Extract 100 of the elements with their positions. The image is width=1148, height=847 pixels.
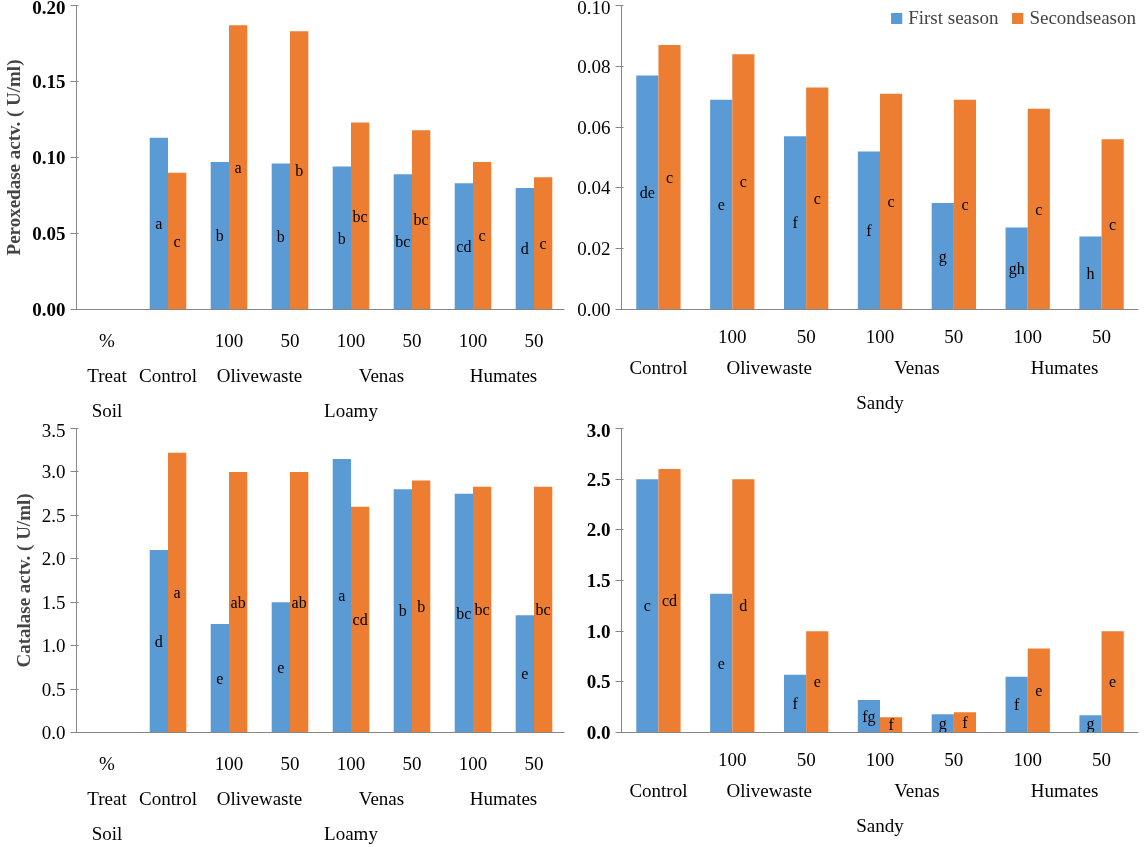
text: Sandy: [856, 814, 905, 836]
y-tick-label: 2.5: [586, 468, 611, 490]
data-label: cd: [352, 611, 368, 629]
text: Venas: [894, 779, 940, 801]
data-label: c: [739, 173, 747, 191]
text: Control: [138, 364, 198, 386]
data-label: bc: [474, 601, 490, 619]
data-label: fg: [862, 707, 876, 726]
x-tick-label: 100: [458, 752, 488, 774]
data-label: c: [173, 232, 181, 250]
text: Venas: [358, 787, 405, 809]
data-label: f: [792, 695, 799, 713]
data-label: b: [295, 161, 304, 179]
x-tick-label: 50: [280, 329, 300, 351]
text: Soil: [91, 822, 123, 844]
text: Control: [138, 787, 198, 809]
data-label: f: [792, 214, 799, 232]
y-tick-label: 1.0: [586, 620, 611, 642]
text: Loamy: [324, 822, 379, 844]
data-label: e: [717, 654, 725, 672]
x-tick-label: 100: [214, 752, 244, 774]
x-tick-label: 50: [944, 325, 964, 347]
legend-label: Secondseason: [1029, 7, 1136, 29]
y-tick-label: 0.15: [32, 71, 66, 92]
text: Control: [629, 356, 688, 378]
data-label: c: [887, 193, 895, 211]
y-tick-label: 2.5: [41, 504, 66, 526]
text: Olivewaste: [216, 787, 303, 809]
data-label: a: [234, 158, 242, 176]
y-tick-label: 0.06: [577, 116, 611, 138]
x-tick-label: 50: [280, 752, 300, 774]
text: Humates: [1030, 356, 1099, 378]
data-label: cd: [456, 237, 472, 255]
data-label: a: [338, 587, 346, 605]
x-tick-label: 100: [336, 329, 366, 351]
data-label: b: [276, 228, 285, 246]
data-label: c: [1035, 200, 1043, 218]
text: Venas: [358, 364, 405, 386]
data-label: d: [520, 240, 529, 258]
data-label: f: [962, 713, 969, 731]
y-tick-label: 0.08: [577, 55, 611, 77]
text: Olivewaste: [216, 364, 303, 386]
text: Venas: [894, 356, 940, 378]
y-axis-title: Catalase actv. ( U/ml): [12, 493, 35, 668]
x-tick-label: 50: [402, 752, 422, 774]
x-tick-label: 100: [214, 329, 244, 351]
data-label: c: [813, 190, 821, 208]
data-label: e: [717, 196, 725, 214]
data-label: h: [1086, 264, 1095, 282]
x-tick-label: 50: [402, 329, 422, 351]
x-tick-label: 100: [336, 752, 366, 774]
text: Sandy: [856, 391, 905, 413]
y-tick-label: 0.02: [577, 238, 611, 260]
y-tick-label: 0.10: [577, 0, 611, 18]
data-label: b: [337, 229, 346, 247]
y-axis-title: Peroxedase actv. ( U/ml): [3, 59, 26, 256]
y-tick-label: 0.20: [32, 0, 66, 18]
data-label: ab: [230, 593, 246, 611]
x-tick-label: 50: [1092, 748, 1112, 770]
x-tick-label: 100: [865, 325, 895, 347]
data-label: e: [216, 669, 224, 687]
data-label: e: [813, 673, 821, 691]
text: Soil: [91, 399, 123, 421]
y-tick-label: 0.5: [41, 678, 66, 700]
data-label: b: [215, 227, 224, 245]
y-tick-label: 1.0: [41, 635, 66, 657]
x-tick-label: 50: [796, 325, 816, 347]
data-label: e: [277, 658, 285, 676]
data-label: c: [478, 227, 486, 245]
text: Treat: [87, 364, 128, 386]
x-tick-label: %: [99, 752, 116, 774]
data-label: e: [1035, 681, 1043, 699]
data-label: g: [938, 247, 947, 266]
y-tick-label: 2.0: [586, 519, 611, 541]
data-label: c: [539, 234, 547, 252]
y-tick-label: 0.04: [577, 177, 611, 199]
data-label: b: [398, 602, 407, 620]
x-tick-label: 100: [1013, 748, 1042, 770]
data-label: bc: [395, 233, 411, 251]
data-label: bc: [413, 211, 429, 229]
data-label: a: [173, 584, 181, 602]
x-tick-label: 50: [944, 748, 964, 770]
data-label: a: [155, 215, 163, 233]
data-label: c: [961, 196, 969, 214]
y-tick-label: 0.00: [577, 299, 611, 320]
y-tick-label: 0.0: [586, 722, 611, 743]
text: Control: [629, 779, 688, 801]
data-label: c: [665, 168, 674, 186]
x-tick-label: 100: [1013, 325, 1042, 347]
data-label: ab: [291, 593, 307, 611]
data-label: c: [643, 597, 651, 615]
data-label: d: [739, 597, 748, 615]
data-label: f: [866, 221, 873, 239]
data-label: bc: [535, 601, 551, 619]
y-tick-label: 1.5: [586, 570, 611, 591]
y-tick-label: 1.5: [41, 591, 66, 613]
data-label: f: [888, 716, 895, 734]
x-tick-label: 100: [718, 748, 747, 770]
x-tick-label: 100: [458, 329, 488, 351]
data-label: gh: [1008, 259, 1025, 278]
